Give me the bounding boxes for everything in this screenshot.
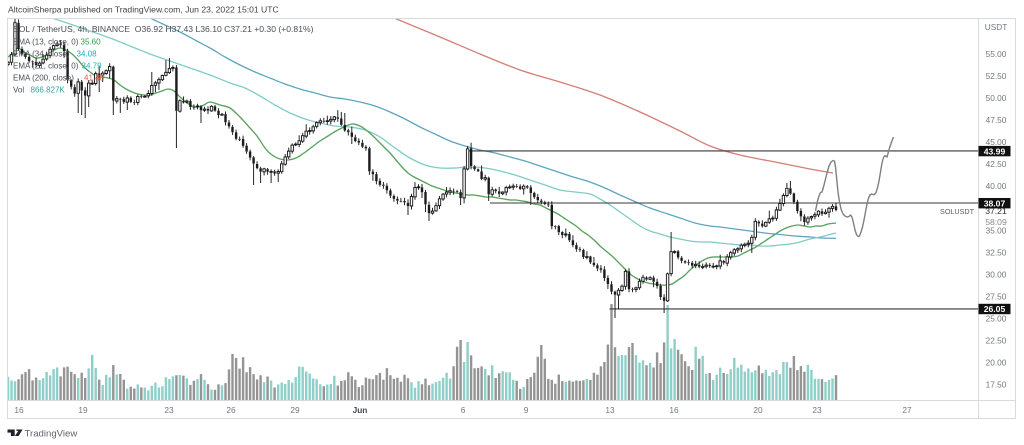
svg-text:38.07: 38.07	[984, 198, 1006, 208]
svg-text:42.50: 42.50	[986, 159, 1007, 169]
svg-text:45.00: 45.00	[986, 137, 1007, 147]
svg-text:TradingView: TradingView	[25, 429, 78, 440]
svg-text:52.50: 52.50	[986, 71, 1007, 81]
svg-text:29: 29	[290, 405, 300, 415]
svg-text:20: 20	[753, 405, 763, 415]
svg-text:27.50: 27.50	[986, 291, 1007, 301]
svg-text:55.00: 55.00	[986, 49, 1007, 59]
svg-text:47.50: 47.50	[986, 115, 1007, 125]
svg-text:30.00: 30.00	[986, 269, 1007, 279]
svg-text:866.827K: 866.827K	[31, 86, 66, 95]
svg-text:EMA (21, close, 0): EMA (21, close, 0)	[13, 62, 79, 71]
svg-text:16: 16	[669, 405, 679, 415]
svg-text:23: 23	[812, 405, 822, 415]
svg-text:26: 26	[226, 405, 236, 415]
svg-text:19: 19	[78, 405, 88, 415]
svg-text:20.00: 20.00	[986, 357, 1007, 367]
svg-text:27: 27	[902, 405, 912, 415]
svg-text:41.48: 41.48	[84, 74, 105, 83]
svg-text:SOL / TetherUS, 4h, BINANCE O: SOL / TetherUS, 4h, BINANCE O36.92 H37.4…	[13, 24, 314, 34]
svg-text:6: 6	[461, 405, 466, 415]
svg-text:35.60: 35.60	[81, 38, 102, 47]
svg-text:37.21: 37.21	[985, 206, 1007, 216]
svg-text:16: 16	[14, 405, 24, 415]
svg-text:USDT: USDT	[985, 22, 1008, 32]
svg-text:SOLUSDT: SOLUSDT	[940, 207, 975, 216]
svg-text:Jun: Jun	[353, 405, 368, 415]
svg-text:25.00: 25.00	[986, 313, 1007, 323]
svg-text:EMA (200, close): EMA (200, close)	[13, 74, 74, 83]
svg-text:26.05: 26.05	[984, 304, 1006, 314]
svg-text:EMA (13, close, 0): EMA (13, close, 0)	[13, 38, 79, 47]
svg-text:Vol: Vol	[13, 86, 24, 95]
svg-text:13: 13	[605, 405, 615, 415]
svg-text:50.00: 50.00	[986, 93, 1007, 103]
svg-text:17.50: 17.50	[986, 379, 1007, 389]
svg-text:34.08: 34.08	[77, 50, 98, 59]
svg-text:22.50: 22.50	[986, 335, 1007, 345]
svg-text:EMA (34, close): EMA (34, close)	[13, 50, 70, 59]
svg-text:34.79: 34.79	[82, 62, 103, 71]
svg-text:AltcoinSherpa published on Tra: AltcoinSherpa published on TradingView.c…	[8, 5, 279, 15]
svg-text:32.50: 32.50	[986, 247, 1007, 257]
svg-text:58:09: 58:09	[985, 217, 1007, 227]
svg-text:23: 23	[164, 405, 174, 415]
svg-text:40.00: 40.00	[986, 181, 1007, 191]
svg-text:9: 9	[524, 405, 529, 415]
svg-text:35.00: 35.00	[986, 225, 1007, 235]
svg-text:43.99: 43.99	[984, 146, 1006, 156]
